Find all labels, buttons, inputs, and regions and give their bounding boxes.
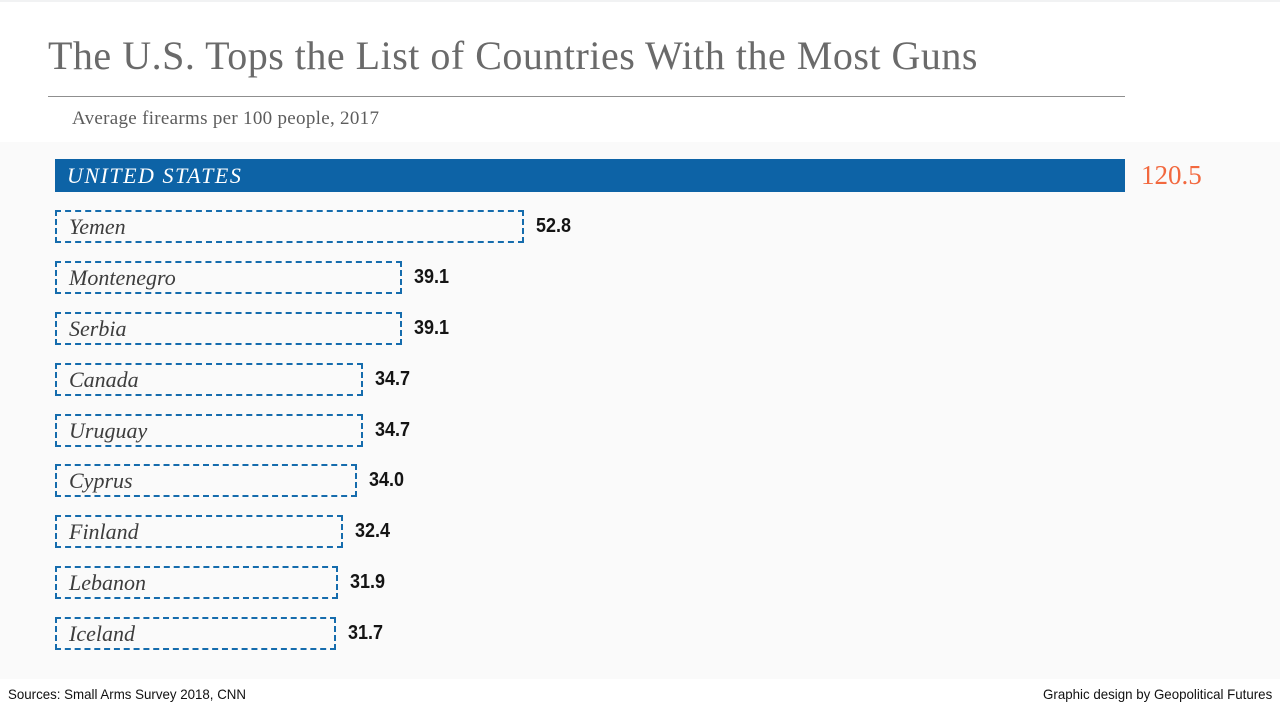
chart-subtitle: Average firearms per 100 people, 2017	[72, 108, 380, 129]
bar-value-finland: 32.4	[355, 520, 391, 542]
bar-row-united-states: UNITED STATES 120.5	[55, 159, 1280, 192]
credit-note: Graphic design by Geopolitical Futures	[1042, 686, 1272, 702]
bar-chart: UNITED STATES 120.5 Yemen 52.8 Montenegro 39.…	[0, 142, 1280, 679]
bar-cyprus: Cyprus	[55, 464, 357, 497]
bar-label-montenegro: Montenegro	[69, 264, 176, 290]
bar-row-finland: Finland 32.4	[55, 515, 1280, 548]
bar-lebanon: Lebanon	[55, 566, 338, 599]
bar-value-lebanon: 31.9	[350, 571, 386, 593]
bar-finland: Finland	[55, 515, 343, 548]
bar-value-iceland: 31.7	[348, 622, 384, 644]
bar-label-uruguay: Uruguay	[69, 417, 148, 443]
bar-value-canada: 34.7	[375, 368, 411, 390]
title-divider	[48, 96, 1125, 97]
bar-row-uruguay: Uruguay 34.7	[55, 414, 1280, 447]
bar-row-cyprus: Cyprus 34.0	[55, 464, 1280, 497]
bar-row-canada: Canada 34.7	[55, 363, 1280, 396]
bar-uruguay: Uruguay	[55, 414, 363, 447]
bar-row-iceland: Iceland 31.7	[55, 617, 1280, 650]
bar-row-serbia: Serbia 39.1	[55, 312, 1280, 345]
bar-label-iceland: Iceland	[69, 620, 135, 646]
bar-label-yemen: Yemen	[69, 213, 126, 239]
bar-serbia: Serbia	[55, 312, 402, 345]
bar-montenegro: Montenegro	[55, 261, 402, 294]
bar-label-lebanon: Lebanon	[69, 569, 146, 595]
bar-yemen: Yemen	[55, 210, 524, 243]
bar-label-finland: Finland	[69, 518, 139, 544]
bar-label-cyprus: Cyprus	[69, 467, 133, 493]
bar-value-serbia: 39.1	[414, 317, 450, 339]
sources-note: Sources: Small Arms Survey 2018, CNN	[8, 686, 247, 702]
bar-value-yemen: 52.8	[536, 215, 572, 237]
bar-value-montenegro: 39.1	[414, 266, 450, 288]
bar-row-lebanon: Lebanon 31.9	[55, 566, 1280, 599]
bar-value-cyprus: 34.0	[369, 469, 405, 491]
page-title: The U.S. Tops the List of Countries With…	[48, 33, 978, 78]
bar-row-yemen: Yemen 52.8	[55, 210, 1280, 243]
bar-united-states: UNITED STATES	[55, 159, 1125, 192]
bar-label-united-states: UNITED STATES	[67, 162, 243, 188]
bar-value-united-states: 120.5	[1141, 160, 1202, 190]
bar-label-serbia: Serbia	[69, 315, 127, 341]
bar-iceland: Iceland	[55, 617, 336, 650]
bar-label-canada: Canada	[69, 366, 139, 392]
bar-value-uruguay: 34.7	[375, 419, 411, 441]
bar-row-montenegro: Montenegro 39.1	[55, 261, 1280, 294]
bar-canada: Canada	[55, 363, 363, 396]
